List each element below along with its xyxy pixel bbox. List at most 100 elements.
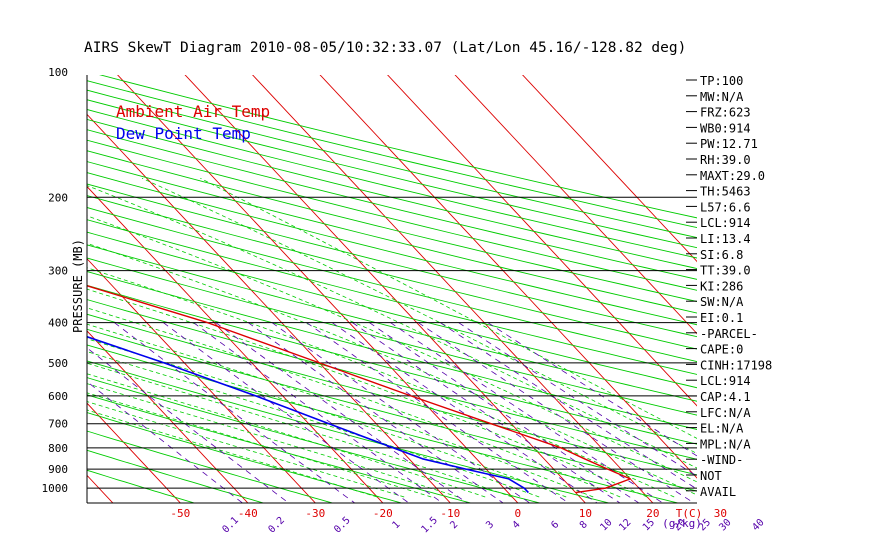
isotherm-line xyxy=(252,75,654,503)
dry-adiabat-line xyxy=(87,244,697,402)
isotherm-line xyxy=(87,185,384,503)
stability-index-label: MW:N/A xyxy=(700,90,744,104)
bottom-temperature-tick-label: -50 xyxy=(170,507,190,520)
isotherm-line xyxy=(117,75,519,503)
moist-adiabat-line xyxy=(87,373,486,498)
moist-adiabat-line xyxy=(87,392,432,498)
plot-frame xyxy=(86,75,697,504)
bottom-temperature-tick-label: -10 xyxy=(440,507,460,520)
mixing-ratio-tick-label: 2 xyxy=(448,519,460,531)
stability-index-label: KI:286 xyxy=(700,279,743,293)
stability-index-label: L57:6.6 xyxy=(700,200,751,214)
dry-adiabat-line xyxy=(87,129,697,280)
mixing-ratio-line xyxy=(193,322,444,503)
moist-adiabat-line xyxy=(87,362,513,498)
pressure-tick-label: 100 xyxy=(48,66,68,79)
stability-index-label: -WIND- xyxy=(700,453,743,467)
stability-index-label: WB0:914 xyxy=(700,121,751,135)
stability-index-label: PW:12.71 xyxy=(700,137,758,151)
stability-index-label: MPL:N/A xyxy=(700,437,751,451)
dry-adiabat-line xyxy=(87,139,697,291)
moist-adiabat-line xyxy=(87,351,540,498)
dry-adiabat-line xyxy=(87,469,196,503)
dry-adiabat-line xyxy=(87,99,697,249)
stability-index-label: MAXT:29.0 xyxy=(700,169,765,183)
bottom-temperature-tick-label: -40 xyxy=(238,507,258,520)
moist-adiabat-line xyxy=(87,185,697,469)
stability-index-label: CAPE:0 xyxy=(700,343,743,357)
stability-index-label: TT:39.0 xyxy=(700,264,751,278)
mixing-ratio-line xyxy=(87,347,290,503)
isotherm-line xyxy=(184,75,586,503)
bottom-temperature-tick-label: 10 xyxy=(579,507,592,520)
mixing-ratio-tick-label: 40 xyxy=(750,517,766,533)
dry-adiabat-line xyxy=(87,360,611,503)
temperature-unit-label: T(C) xyxy=(676,507,703,520)
stability-index-label: LFC:N/A xyxy=(700,406,751,420)
dry-adiabat-line xyxy=(87,161,697,314)
stability-index-label: -PARCEL- xyxy=(700,327,758,341)
dry-adiabat-line xyxy=(87,328,697,492)
isotherm-line xyxy=(522,75,697,263)
pressure-tick-label: 800 xyxy=(48,442,68,455)
bottom-temperature-tick-label: -20 xyxy=(373,507,393,520)
mixing-ratio-line xyxy=(163,322,410,503)
dry-adiabat-line xyxy=(87,109,697,259)
chart-title: AIRS SkewT Diagram 2010-08-05/10:32:33.0… xyxy=(84,40,686,56)
stability-index-label: NOT xyxy=(700,469,722,483)
mixing-ratio-tick-label: 0.5 xyxy=(332,515,353,536)
legend-dew-point-temp: Dew Point Temp xyxy=(116,124,251,143)
pressure-tick-label: 900 xyxy=(48,463,68,476)
moist-adiabat-line xyxy=(87,383,459,498)
dry-adiabat-line xyxy=(87,377,542,503)
stability-index-label: FRZ:623 xyxy=(700,106,751,120)
dry-adiabat-line xyxy=(87,299,697,460)
dry-adiabat-line xyxy=(87,284,697,445)
temperature-trace xyxy=(87,285,631,494)
mixing-ratio-line xyxy=(390,322,664,503)
mixing-ratio-tick-label: 10 xyxy=(598,517,614,533)
pressure-tick-label: 400 xyxy=(48,317,68,330)
dry-adiabat-line xyxy=(87,231,697,389)
isotherm-line xyxy=(387,75,697,407)
mixing-ratio-line xyxy=(439,322,697,490)
bottom-temperature-tick-label: 0 xyxy=(515,507,522,520)
mixing-ratio-tick-label: 1.5 xyxy=(419,515,440,536)
moist-adiabat-line xyxy=(87,288,648,498)
mixing-ratio-line xyxy=(306,322,570,503)
dry-adiabat-line xyxy=(87,394,473,503)
stability-index-label: SI:6.8 xyxy=(700,248,743,262)
isotherm-line xyxy=(319,75,697,479)
moist-adiabat-line xyxy=(87,307,621,498)
dry-adiabat-line xyxy=(87,412,404,503)
y-axis-label: PRESSURE (MB) xyxy=(71,239,85,333)
mixing-ratio-line xyxy=(114,322,356,503)
dry-adiabat-line xyxy=(87,207,697,363)
mixing-ratio-tick-label: 6 xyxy=(549,519,561,531)
mixing-ratio-tick-label: 0.2 xyxy=(266,515,287,536)
moist-adiabat-line xyxy=(87,409,378,498)
bottom-temperature-tick-label: 20 xyxy=(646,507,659,520)
pressure-tick-label: 600 xyxy=(48,390,68,403)
dry-adiabat-line xyxy=(87,172,697,326)
mixing-ratio-line xyxy=(247,322,504,503)
mixing-ratio-line xyxy=(215,322,468,503)
dry-adiabat-line xyxy=(87,118,697,270)
moist-adiabat-line xyxy=(87,338,567,498)
stability-index-label: AVAIL xyxy=(700,485,736,499)
isotherm-line xyxy=(87,402,181,503)
mixing-ratio-line xyxy=(487,322,697,457)
stability-index-label: SW:N/A xyxy=(700,295,744,309)
stability-index-label: EL:N/A xyxy=(700,422,744,436)
stability-index-label: LCL:914 xyxy=(700,374,751,388)
mixing-ratio-tick-label: 12 xyxy=(617,517,633,533)
stability-index-label: RH:39.0 xyxy=(700,153,751,167)
isotherm-line xyxy=(87,258,316,503)
moist-adiabat-line xyxy=(87,323,594,498)
dry-adiabat-line xyxy=(87,271,697,430)
dry-adiabat-line xyxy=(87,195,697,350)
bottom-temperature-tick-label: 30 xyxy=(714,507,727,520)
stability-index-label: TP:100 xyxy=(700,74,743,88)
